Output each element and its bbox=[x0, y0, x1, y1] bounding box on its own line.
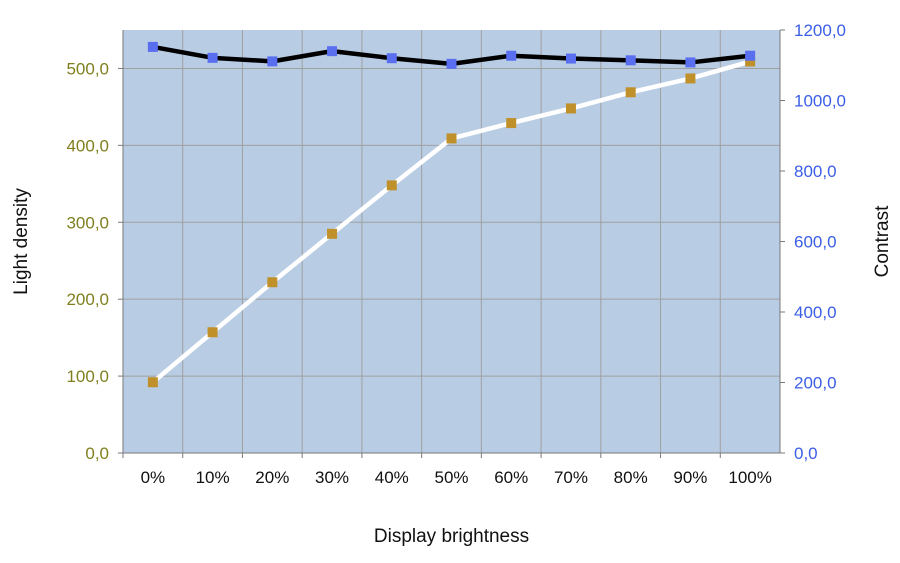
data-point-left bbox=[446, 133, 457, 144]
y-left-tick-label: 400,0 bbox=[66, 136, 109, 155]
x-tick-label: 40% bbox=[375, 468, 409, 487]
y-left-tick-label: 0,0 bbox=[85, 444, 109, 463]
x-tick-label: 10% bbox=[196, 468, 230, 487]
data-point-left bbox=[147, 377, 158, 388]
data-point-left bbox=[267, 277, 278, 288]
data-point-left bbox=[506, 118, 517, 129]
data-point-right bbox=[207, 52, 218, 63]
x-tick-label: 20% bbox=[255, 468, 289, 487]
grid-lines bbox=[123, 30, 780, 453]
x-tick-label: 80% bbox=[614, 468, 648, 487]
y-right-tick-label: 1000,0 bbox=[794, 92, 846, 111]
y-right-tick-label: 400,0 bbox=[794, 303, 837, 322]
data-point-left bbox=[625, 87, 636, 98]
data-point-right bbox=[506, 50, 517, 61]
y-axis-right-title: Contrast bbox=[872, 205, 893, 278]
y-left-tick-label: 300,0 bbox=[66, 213, 109, 232]
x-tick-label: 60% bbox=[494, 468, 528, 487]
plot-area bbox=[123, 30, 780, 453]
data-point-right bbox=[745, 50, 756, 61]
x-tick-label: 30% bbox=[315, 468, 349, 487]
data-point-left bbox=[745, 56, 756, 67]
y-right-tick-label: 200,0 bbox=[794, 374, 837, 393]
x-tick-label: 70% bbox=[554, 468, 588, 487]
x-axis-title: Display brightness bbox=[374, 526, 529, 547]
x-tick-label: 90% bbox=[673, 468, 707, 487]
y-left-tick-label: 100,0 bbox=[66, 367, 109, 386]
data-point-right bbox=[446, 58, 457, 69]
data-point-right bbox=[625, 55, 636, 66]
data-point-right bbox=[147, 41, 158, 52]
y-axis-left-title: Light density bbox=[11, 188, 32, 295]
data-point-left bbox=[685, 73, 696, 84]
data-point-left bbox=[565, 103, 576, 114]
y-right-tick-label: 600,0 bbox=[794, 233, 837, 252]
data-point-left bbox=[386, 180, 397, 191]
data-point-right bbox=[327, 46, 338, 57]
y-left-tick-label: 500,0 bbox=[66, 59, 109, 78]
tick-labels: 0,0 100,0 200,0 300,0 400,0 500,0 0,0 200,0 400,… bbox=[66, 21, 846, 487]
x-tick-label: 0% bbox=[141, 468, 166, 487]
y-right-tick-label: 800,0 bbox=[794, 162, 837, 181]
x-tick-label: 100% bbox=[728, 468, 771, 487]
data-point-right bbox=[565, 53, 576, 64]
data-point-right bbox=[685, 57, 696, 68]
y-right-tick-label: 1200,0 bbox=[794, 21, 846, 40]
axes bbox=[118, 29, 785, 458]
series-layer bbox=[147, 41, 756, 388]
data-point-left bbox=[207, 327, 218, 338]
data-point-left bbox=[327, 228, 338, 239]
y-left-tick-label: 200,0 bbox=[66, 290, 109, 309]
x-tick-label: 50% bbox=[434, 468, 468, 487]
data-point-right bbox=[386, 53, 397, 64]
y-right-tick-label: 0,0 bbox=[794, 444, 818, 463]
data-point-right bbox=[267, 56, 278, 67]
